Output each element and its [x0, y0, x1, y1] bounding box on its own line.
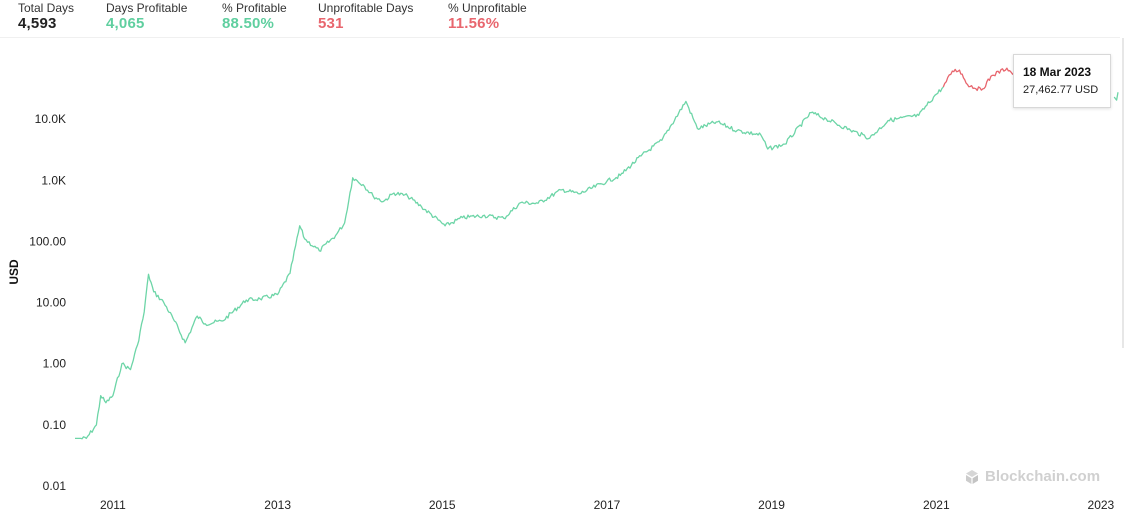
tooltip-value: 27,462.77 USD — [1023, 84, 1099, 96]
stat-value: 4,065 — [106, 15, 145, 32]
tooltip-date: 18 Mar 2023 — [1023, 65, 1092, 79]
x-tick-label: 2013 — [264, 498, 291, 512]
x-tick-label: 2017 — [594, 498, 621, 512]
hover-tooltip: 18 Mar 2023 27,462.77 USD — [1013, 54, 1111, 108]
stat-label: Total Days — [18, 1, 75, 15]
y-axis-title: USD — [7, 259, 21, 285]
stat-value: 11.56% — [448, 15, 500, 32]
stat-value: 531 — [318, 15, 344, 32]
header-divider — [0, 37, 1120, 38]
stat-percent-profitable: % Profitable 88.50% — [222, 1, 287, 32]
y-tick-label: 1.00 — [43, 357, 67, 371]
stat-percent-unprofitable: % Unprofitable 11.56% — [448, 1, 527, 32]
y-tick-label: 100.00 — [29, 234, 66, 248]
x-tick-label: 2019 — [758, 498, 785, 512]
x-tick-label: 2023 — [1088, 498, 1115, 512]
stat-value: 88.50% — [222, 15, 275, 32]
y-tick-label: 0.10 — [43, 418, 67, 432]
watermark: Blockchain.com — [964, 468, 1100, 485]
watermark-text: Blockchain.com — [985, 468, 1101, 485]
stat-label: % Unprofitable — [448, 1, 527, 15]
stat-label: Unprofitable Days — [318, 1, 414, 15]
y-tick-label: 0.01 — [43, 479, 67, 493]
x-tick-label: 2011 — [100, 498, 126, 512]
price-series-line-2 — [1113, 92, 1119, 101]
stat-label: Days Profitable — [106, 1, 188, 15]
summary-stats: Total Days 4,593 Days Profitable 4,065 %… — [0, 0, 1125, 34]
y-tick-label: 10.0K — [35, 112, 66, 126]
price-series-line-0 — [75, 86, 944, 440]
price-series-line-1 — [942, 67, 1025, 92]
y-axis: 0.01 0.10 1.00 10.00 100.00 1.0K 10.0K — [29, 112, 66, 493]
stat-unprofitable-days: Unprofitable Days 531 — [318, 1, 413, 32]
stat-total-days: Total Days 4,593 — [18, 1, 74, 32]
stat-label: % Profitable — [222, 1, 287, 15]
y-tick-label: 10.00 — [36, 296, 66, 310]
y-tick-label: 1.0K — [41, 173, 66, 187]
x-axis: 2011 2013 2015 2017 2019 2021 2023 — [100, 498, 1115, 512]
x-tick-label: 2021 — [923, 498, 950, 512]
series-layer — [75, 67, 1119, 440]
stat-value: 4,593 — [18, 15, 57, 32]
x-tick-label: 2015 — [429, 498, 456, 512]
stat-days-profitable: Days Profitable 4,065 — [106, 1, 187, 32]
blockchain-logo-icon — [966, 469, 978, 484]
